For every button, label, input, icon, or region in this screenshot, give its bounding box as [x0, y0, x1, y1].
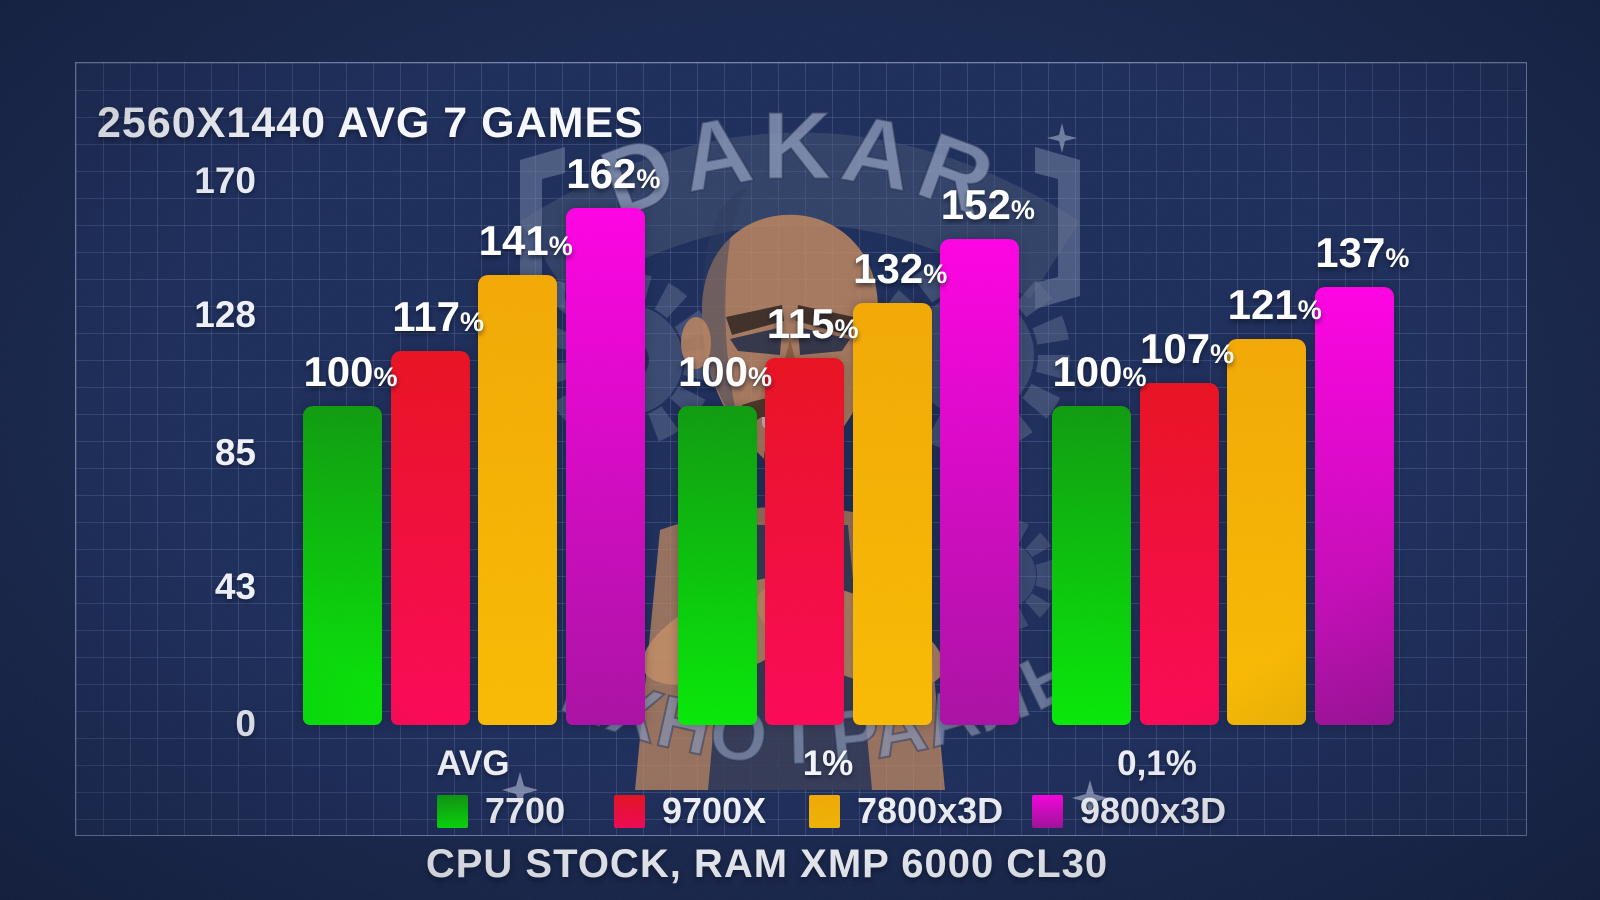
bar-9800x3d-0,1%	[1314, 287, 1394, 725]
category-label-0,1%: 0,1%	[1117, 744, 1197, 783]
bar-value-label: 141%	[478, 217, 573, 264]
legend-swatch-icon	[437, 794, 468, 828]
bar-7700-avg	[303, 406, 382, 725]
bar-value-label: 137%	[1315, 229, 1410, 276]
legend-label: 7700	[485, 790, 566, 831]
bar-value-label: 100%	[677, 348, 773, 395]
chart-title: 2560X1440 AVG 7 GAMES	[97, 98, 644, 147]
legend-item-9700x: 9700X	[614, 790, 766, 832]
bar-7800x3d-1%	[852, 303, 932, 725]
y-tick-label: 85	[214, 431, 256, 473]
bar-9800x3d-avg	[565, 208, 645, 725]
y-tick-label: 170	[194, 160, 256, 201]
category-label-avg: AVG	[436, 744, 510, 783]
bar-value-label: 107%	[1140, 325, 1235, 372]
bar-value-label: 152%	[940, 181, 1035, 228]
bar-9700x-1%	[765, 358, 845, 725]
category-label-1%: 1%	[802, 744, 854, 783]
bar-7700-1%	[677, 406, 757, 725]
bar-value-label: 117%	[392, 293, 484, 340]
legend-item-7800x3d: 7800x3D	[809, 790, 1003, 832]
legend-swatch-icon	[1032, 794, 1063, 828]
legend-label: 7800x3D	[857, 790, 1004, 831]
chart-caption: CPU STOCK, RAM XMP 6000 CL30	[425, 842, 1109, 886]
bar-9800x3d-1%	[940, 239, 1020, 725]
legend-item-9800x3d: 9800x3D	[1032, 790, 1226, 832]
bar-7800x3d-avg	[478, 275, 558, 725]
bar-value-label: 100%	[303, 348, 398, 395]
legend-label: 9800x3D	[1080, 790, 1227, 831]
y-tick-label: 0	[235, 703, 256, 744]
bar-value-label: 132%	[853, 245, 948, 292]
bar-7700-0,1%	[1052, 406, 1131, 725]
bar-9700x-0,1%	[1139, 383, 1219, 725]
bar-9700x-avg	[390, 351, 470, 725]
y-tick-label: 43	[214, 565, 256, 607]
legend-label: 9700X	[662, 790, 767, 831]
y-tick-label: 128	[194, 294, 256, 336]
bar-7800x3d-0,1%	[1227, 339, 1307, 725]
bar-value-label: 121%	[1227, 281, 1322, 328]
legend-swatch-icon	[809, 794, 840, 828]
bar-value-label: 162%	[566, 150, 661, 197]
legend-item-7700: 7700	[437, 790, 565, 832]
bar-value-label: 115%	[766, 300, 859, 347]
legend-swatch-icon	[614, 794, 645, 828]
